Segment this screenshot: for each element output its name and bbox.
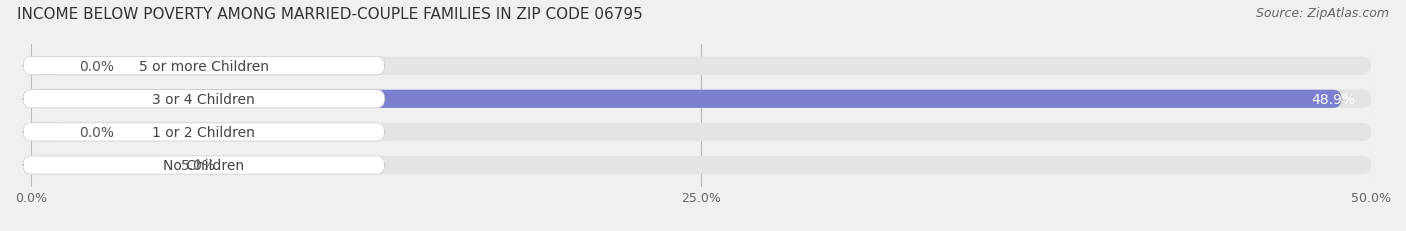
FancyBboxPatch shape	[31, 156, 165, 174]
FancyBboxPatch shape	[22, 156, 385, 174]
Text: No Children: No Children	[163, 158, 245, 172]
FancyBboxPatch shape	[31, 123, 63, 141]
FancyBboxPatch shape	[31, 156, 1371, 174]
Text: 5 or more Children: 5 or more Children	[139, 59, 269, 73]
Text: 0.0%: 0.0%	[79, 59, 114, 73]
FancyBboxPatch shape	[22, 90, 385, 108]
FancyBboxPatch shape	[31, 90, 1371, 108]
Text: 0.0%: 0.0%	[79, 125, 114, 139]
FancyBboxPatch shape	[31, 57, 63, 76]
Text: 5.0%: 5.0%	[181, 158, 217, 172]
FancyBboxPatch shape	[31, 57, 1371, 76]
FancyBboxPatch shape	[22, 123, 385, 141]
Text: 3 or 4 Children: 3 or 4 Children	[152, 92, 256, 106]
Text: INCOME BELOW POVERTY AMONG MARRIED-COUPLE FAMILIES IN ZIP CODE 06795: INCOME BELOW POVERTY AMONG MARRIED-COUPL…	[17, 7, 643, 22]
Text: 1 or 2 Children: 1 or 2 Children	[152, 125, 256, 139]
FancyBboxPatch shape	[31, 123, 1371, 141]
Text: Source: ZipAtlas.com: Source: ZipAtlas.com	[1256, 7, 1389, 20]
FancyBboxPatch shape	[31, 90, 1341, 108]
FancyBboxPatch shape	[22, 57, 385, 76]
Text: 48.9%: 48.9%	[1310, 92, 1355, 106]
